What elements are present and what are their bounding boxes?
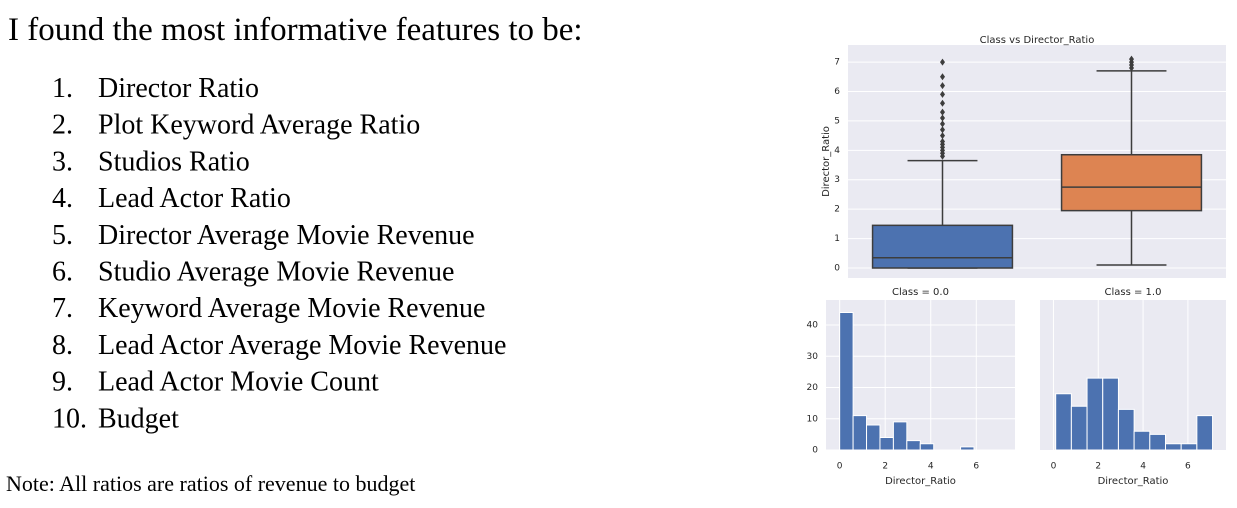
y-tick-label: 2 bbox=[834, 205, 840, 215]
item-text: Studio Average Movie Revenue bbox=[98, 257, 454, 288]
x-axis-label: Director_Ratio bbox=[1098, 476, 1169, 487]
x-tick-label: 4 bbox=[1140, 462, 1146, 472]
item-number: 10. bbox=[52, 403, 87, 434]
outlier bbox=[940, 114, 945, 122]
item-number: 3. bbox=[52, 146, 73, 177]
x-tick-label: 6 bbox=[1185, 462, 1191, 472]
bar bbox=[919, 443, 935, 451]
x-axis-label: Director_Ratio bbox=[885, 476, 956, 487]
box bbox=[1060, 153, 1203, 212]
bar bbox=[879, 437, 894, 451]
bar bbox=[852, 415, 868, 451]
y-tick-label: 20 bbox=[807, 383, 819, 393]
item-number: 5. bbox=[52, 220, 73, 251]
item-number: 7. bbox=[52, 293, 73, 324]
x-tick-label: 2 bbox=[882, 462, 888, 472]
y-tick-label: 5 bbox=[834, 116, 840, 126]
y-axis-label: Director_Ratio bbox=[821, 126, 832, 197]
item-text: Director Average Movie Revenue bbox=[98, 220, 475, 251]
chart-title: Class = 1.0 bbox=[1105, 287, 1162, 298]
chart-title: Class = 0.0 bbox=[892, 287, 949, 298]
bar bbox=[960, 446, 975, 451]
item-text: Lead Actor Ratio bbox=[98, 183, 291, 214]
bar bbox=[1086, 377, 1104, 451]
x-tick-label: 0 bbox=[1051, 462, 1057, 472]
y-tick-label: 0 bbox=[812, 446, 818, 456]
heading: I found the most informative features to… bbox=[8, 12, 583, 48]
y-tick-label: 3 bbox=[834, 175, 840, 185]
y-tick-label: 4 bbox=[834, 146, 840, 156]
item-text: Keyword Average Movie Revenue bbox=[98, 293, 485, 324]
y-tick-label: 7 bbox=[834, 58, 840, 68]
outlier bbox=[940, 73, 945, 81]
item-text: Lead Actor Movie Count bbox=[98, 367, 379, 398]
item-text: Studios Ratio bbox=[98, 146, 250, 177]
bar bbox=[906, 440, 921, 451]
item-number: 1. bbox=[52, 73, 73, 104]
bar bbox=[1149, 433, 1166, 451]
feature-list: 1. Director Ratio 2. Plot Keyword Average R… bbox=[52, 73, 506, 434]
bar bbox=[1102, 377, 1119, 451]
outlier bbox=[940, 132, 945, 140]
y-tick-label: 30 bbox=[807, 352, 819, 362]
x-tick-label: 2 bbox=[1095, 462, 1101, 472]
x-tick-label: 4 bbox=[928, 462, 934, 472]
y-tick-label: 10 bbox=[807, 414, 819, 424]
bar bbox=[1070, 405, 1088, 451]
y-tick-label: 40 bbox=[807, 321, 819, 331]
item-text: Director Ratio bbox=[98, 73, 259, 104]
outlier bbox=[1129, 55, 1134, 63]
item-number: 9. bbox=[52, 367, 73, 398]
item-number: 2. bbox=[52, 110, 73, 141]
outlier bbox=[940, 120, 945, 128]
outlier bbox=[940, 108, 945, 116]
outlier bbox=[940, 126, 945, 134]
bar bbox=[1196, 415, 1214, 451]
item-number: 4. bbox=[52, 183, 73, 214]
box bbox=[871, 224, 1014, 269]
item-text: Budget bbox=[98, 403, 179, 434]
chart-title: Class vs Director_Ratio bbox=[980, 35, 1095, 46]
item-text: Lead Actor Average Movie Revenue bbox=[98, 330, 506, 361]
bar bbox=[1164, 443, 1182, 451]
bar bbox=[1117, 408, 1135, 451]
item-number: 6. bbox=[52, 257, 73, 288]
item-number: 8. bbox=[52, 330, 73, 361]
bar bbox=[892, 421, 908, 451]
bar bbox=[866, 424, 881, 451]
y-tick-label: 1 bbox=[834, 234, 840, 244]
y-tick-label: 6 bbox=[834, 87, 840, 97]
bar bbox=[1055, 393, 1072, 451]
outlier bbox=[940, 137, 945, 145]
outlier bbox=[940, 82, 945, 90]
outlier bbox=[940, 90, 945, 98]
note: Note: All ratios are ratios of revenue t… bbox=[6, 471, 415, 496]
outlier bbox=[940, 58, 945, 66]
outlier bbox=[940, 99, 945, 107]
bar bbox=[1180, 443, 1198, 451]
x-tick-label: 0 bbox=[837, 462, 843, 472]
item-text: Plot Keyword Average Ratio bbox=[98, 110, 420, 141]
bar bbox=[1133, 430, 1151, 451]
bar bbox=[839, 312, 854, 451]
y-tick-label: 0 bbox=[834, 263, 840, 273]
x-tick-label: 6 bbox=[973, 462, 979, 472]
